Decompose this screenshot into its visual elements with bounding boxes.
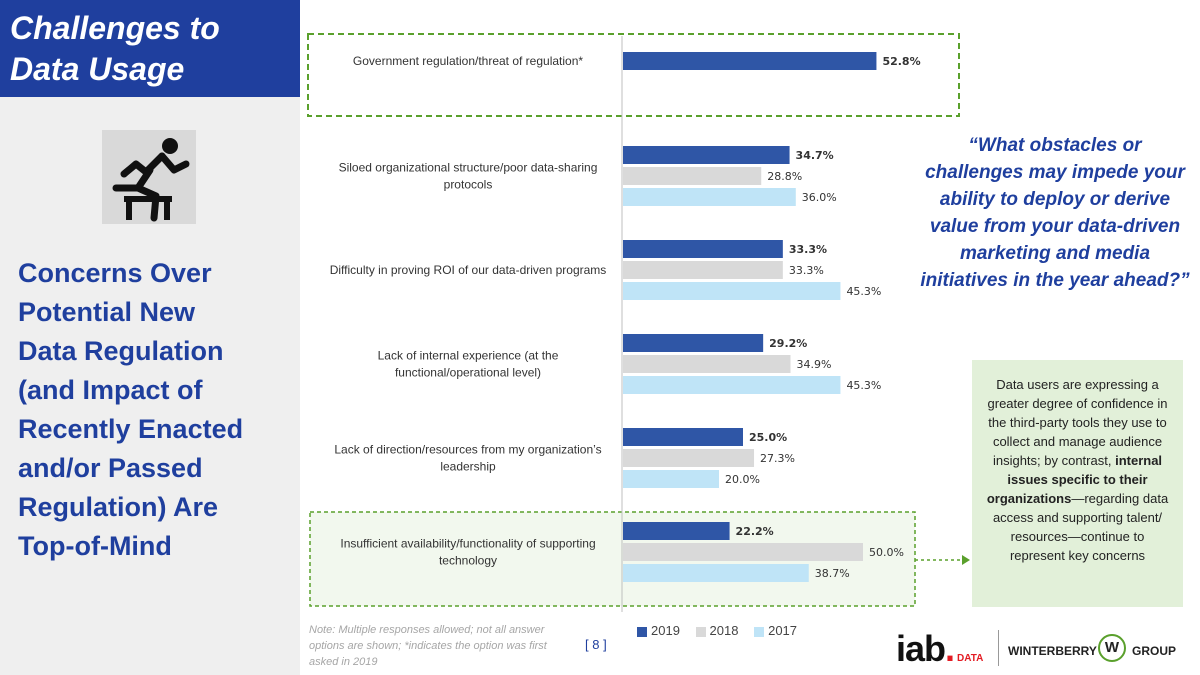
legend-item-2018: 2018 — [695, 623, 739, 638]
bar-2017 — [623, 564, 809, 582]
data-label: 22.2% — [736, 525, 774, 538]
running-over-hurdle-icon — [102, 130, 196, 224]
data-label: 45.3% — [846, 285, 881, 298]
data-label: 29.2% — [769, 337, 807, 350]
highlight-box — [307, 33, 960, 117]
bar-2018 — [623, 261, 783, 279]
bar-2018 — [623, 167, 762, 185]
bar-2019 — [623, 52, 877, 70]
category-label: protocols — [444, 178, 493, 192]
bar-2018 — [623, 543, 863, 561]
callout-text-bold: internal issues specific to their organi… — [986, 453, 1163, 506]
iab-logo: iab. — [896, 628, 955, 670]
insight-callout: Data users are expressing a greater degr… — [972, 360, 1183, 607]
legend-label: 2019 — [651, 623, 680, 638]
data-label: 38.7% — [815, 567, 850, 580]
data-label: 33.3% — [789, 243, 827, 256]
data-label: 34.7% — [796, 149, 834, 162]
data-label: 27.3% — [760, 452, 795, 465]
bar-2019 — [623, 334, 764, 352]
chart-legend: 2019 2018 2017 — [637, 623, 809, 638]
data-label: 28.8% — [767, 170, 802, 183]
category-label: Insufficient availability/functionality … — [340, 537, 595, 551]
legend-swatch — [754, 626, 765, 637]
bar-2019 — [623, 522, 730, 540]
winterberry-logo-mark: W — [1098, 634, 1126, 662]
category-label: functional/operational level) — [395, 366, 541, 380]
group-logo-text: GROUP — [1132, 644, 1177, 658]
logo-divider — [998, 630, 999, 666]
callout-text-before: Data users are expressing a greater degr… — [987, 377, 1168, 468]
page-number: [ 8 ] — [585, 637, 607, 652]
category-label: technology — [439, 554, 497, 568]
bar-2017 — [623, 282, 841, 300]
category-label: Siloed organizational structure/poor dat… — [339, 161, 598, 175]
legend-swatch — [637, 626, 647, 637]
category-label: leadership — [440, 460, 496, 474]
legend-item-2019: 2019 — [637, 623, 680, 638]
data-label: 33.3% — [789, 264, 824, 277]
data-label: 50.0% — [869, 546, 904, 559]
bar-2019 — [623, 240, 783, 258]
bar-2017 — [623, 470, 719, 488]
category-label: Lack of internal experience (at the — [378, 349, 559, 363]
bar-2018 — [623, 355, 791, 373]
legend-swatch — [695, 626, 706, 637]
bar-2019 — [623, 146, 790, 164]
callout-arrow-head — [962, 555, 970, 565]
legend-item-2017: 2017 — [754, 623, 797, 638]
iab-logo-dot: . — [945, 628, 955, 669]
sidebar: Challenges to Data Usage Concerns Over P… — [0, 0, 300, 675]
data-label: 20.0% — [725, 473, 760, 486]
title-banner: Challenges to Data Usage — [0, 0, 300, 97]
bar-2017 — [623, 376, 841, 394]
callout-text-after: —regarding data access and supporting ta… — [992, 491, 1169, 563]
footnote: Note: Multiple responses allowed; not al… — [309, 624, 547, 668]
iab-logo-text: iab — [896, 628, 946, 669]
data-label: 45.3% — [846, 379, 881, 392]
category-label: Government regulation/threat of regulati… — [353, 54, 583, 68]
category-label: Difficulty in proving ROI of our data-dr… — [330, 263, 607, 277]
survey-question: “What obstacles or challenges may impede… — [920, 135, 1190, 291]
legend-label: 2017 — [768, 623, 798, 638]
winterberry-logo-text: WINTERBERRY — [1008, 644, 1097, 658]
slide-subtitle: Concerns Over Potential New Data Regulat… — [18, 258, 244, 561]
bar-2017 — [623, 188, 796, 206]
category-label: Lack of direction/resources from my orga… — [334, 443, 601, 457]
bar-2018 — [623, 449, 755, 467]
data-label: 52.8% — [882, 55, 920, 68]
data-label: 34.9% — [797, 358, 832, 371]
bar-2019 — [623, 428, 743, 446]
data-label: 25.0% — [749, 431, 787, 444]
data-label: 36.0% — [802, 191, 837, 204]
slide-title: Challenges to Data Usage — [10, 10, 220, 87]
legend-label: 2018 — [709, 623, 739, 638]
iab-data-logo-text: DATA — [957, 653, 984, 664]
